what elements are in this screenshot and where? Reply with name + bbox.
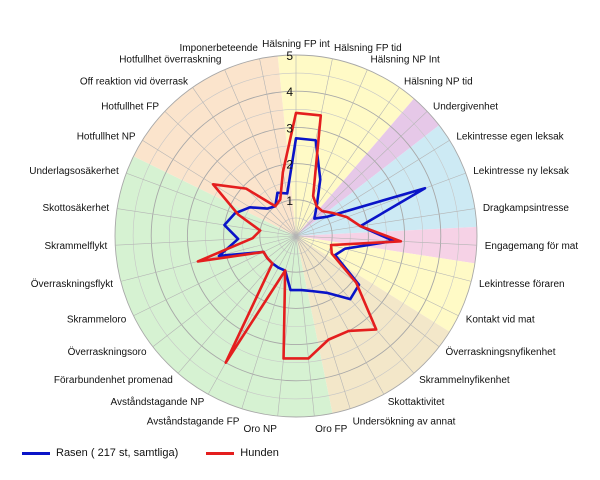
category-label: Överraskningsflykt — [31, 278, 113, 290]
legend-item-rasen: Rasen ( 217 st, samtliga) — [22, 447, 178, 459]
category-label: Förarbundenhet promenad — [54, 375, 173, 386]
legend-swatch-hunden — [206, 451, 235, 455]
grid-spoke — [295, 69, 368, 237]
grid-spoke — [164, 111, 297, 237]
category-label: Undersökning av annat — [353, 416, 456, 427]
category-label: Undergivenhet — [433, 101, 498, 112]
category-label: Skrammelnyfikenhet — [419, 375, 510, 386]
category-label: Imponerbeteende — [180, 43, 259, 54]
grid-spoke — [295, 172, 466, 237]
grid-spoke — [126, 172, 297, 237]
sector-4 — [296, 236, 475, 332]
category-label: Skrammeloro — [67, 315, 127, 326]
category-label: Hotfullhet NP — [77, 132, 136, 143]
grid-spoke — [142, 140, 297, 237]
category-label: Off reaktion vid överrask — [80, 76, 189, 87]
sector-0 — [277, 55, 414, 236]
category-label: Dragkampsintresse — [483, 203, 570, 214]
legend-label-hunden: Hunden — [240, 447, 279, 459]
grid-spoke — [295, 235, 477, 246]
grid-spoke — [295, 235, 472, 282]
category-label: Överraskningsnyfikenhet — [445, 346, 555, 358]
category-label: Kontakt vid mat — [466, 315, 535, 326]
radar-series — [196, 111, 427, 364]
category-label: Engagemang för mat — [485, 241, 579, 252]
grid-spoke — [115, 235, 297, 246]
tick-label: 1 — [286, 194, 293, 208]
grid-spoke — [295, 235, 440, 348]
grid-spoke — [295, 235, 459, 316]
grid-spoke — [295, 140, 450, 237]
grid-spoke — [207, 235, 297, 395]
category-label: Avståndstagande NP — [110, 396, 204, 408]
legend: Rasen ( 217 st, samtliga) Hunden — [22, 444, 307, 462]
category-label: Avståndstagande FP — [147, 415, 240, 427]
category-label: Lekintresse ny leksak — [473, 166, 570, 177]
series-line-rasen — [217, 136, 427, 301]
legend-item-hunden: Hunden — [206, 447, 279, 459]
category-label: Skottosäkerhet — [42, 203, 109, 214]
grid-spoke — [133, 235, 297, 316]
radial-tick-labels: 1 2 3 4 5 — [286, 49, 293, 208]
grid-spoke — [295, 208, 475, 237]
grid-spoke — [295, 58, 333, 237]
category-label: Hälsning NP tid — [404, 76, 473, 87]
legend-label-rasen: Rasen ( 217 st, samtliga) — [56, 447, 179, 459]
category-label: Underlagsosäkerhet — [29, 166, 119, 177]
grid-spoke — [277, 235, 297, 417]
category-label: Hotfullhet överraskning — [119, 54, 221, 65]
category-label: Skrammelflykt — [44, 241, 107, 252]
series-line-hunden — [196, 111, 403, 364]
tick-label: 2 — [286, 158, 293, 172]
tick-label: 5 — [286, 49, 293, 63]
tick-label: 4 — [286, 85, 293, 99]
grid-spoke — [295, 235, 315, 417]
grid-spoke — [241, 235, 297, 409]
sector-7 — [133, 55, 296, 237]
grid-spoke — [259, 58, 297, 237]
sector-2 — [296, 125, 477, 236]
sector-3 — [296, 226, 478, 264]
grid-spoke — [117, 208, 297, 237]
grid-spoke — [295, 87, 400, 237]
grid-spoke — [192, 87, 297, 237]
grid-spoke — [295, 111, 428, 237]
grid-spoke — [152, 235, 297, 348]
category-label: Lekintresse egen leksak — [456, 132, 564, 143]
grid-spoke — [295, 235, 415, 374]
category-label: Hälsning FP int — [262, 39, 330, 50]
category-label: Hälsning FP tid — [334, 43, 402, 54]
grid-spoke — [295, 235, 385, 395]
category-label: Oro FP — [315, 424, 348, 435]
category-label: Överraskningsoro — [68, 346, 147, 358]
grid-spoke — [224, 69, 297, 237]
tick-label: 3 — [286, 121, 293, 135]
category-label: Oro NP — [244, 424, 278, 435]
category-label: Hälsning NP Int — [371, 54, 441, 65]
grid-spoke — [295, 235, 351, 409]
grid-spoke — [177, 235, 297, 374]
category-label: Hotfullhet FP — [101, 101, 159, 112]
legend-swatch-rasen — [22, 451, 50, 455]
sector-6 — [115, 156, 333, 417]
category-label: Skottaktivitet — [388, 397, 445, 408]
category-label: Lekintresse föraren — [479, 279, 565, 290]
